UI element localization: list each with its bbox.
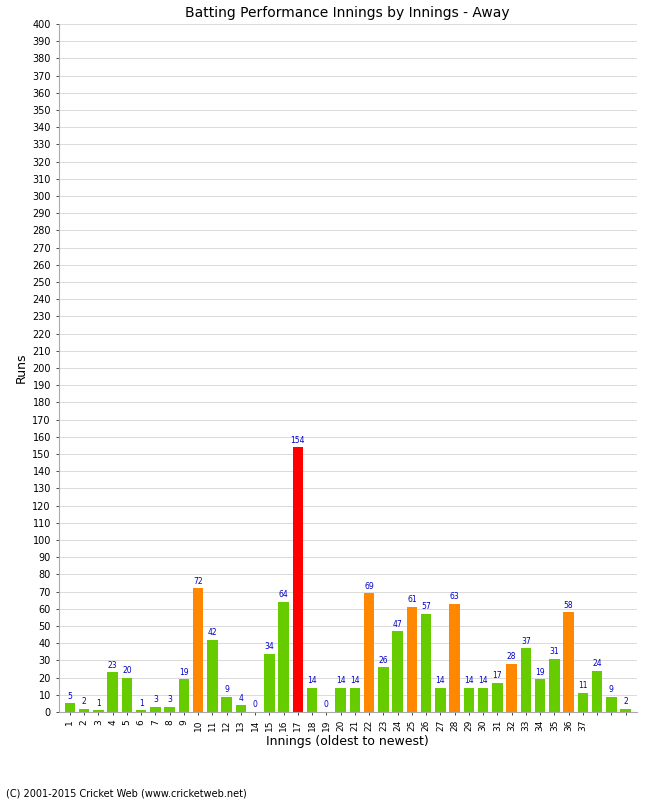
Text: 69: 69: [364, 582, 374, 590]
X-axis label: Innings (oldest to newest): Innings (oldest to newest): [266, 735, 429, 748]
Text: (C) 2001-2015 Cricket Web (www.cricketweb.net): (C) 2001-2015 Cricket Web (www.cricketwe…: [6, 788, 247, 798]
Bar: [307, 688, 317, 712]
Bar: [122, 678, 132, 712]
Text: 3: 3: [153, 695, 158, 704]
Text: 19: 19: [536, 668, 545, 677]
Bar: [164, 707, 175, 712]
Bar: [136, 710, 146, 712]
Text: 20: 20: [122, 666, 132, 675]
Bar: [521, 648, 531, 712]
Text: 14: 14: [307, 676, 317, 686]
Text: 64: 64: [279, 590, 289, 599]
Text: 14: 14: [350, 676, 359, 686]
Text: 14: 14: [478, 676, 488, 686]
Bar: [79, 709, 90, 712]
Bar: [492, 682, 502, 712]
Text: 9: 9: [609, 685, 614, 694]
Bar: [577, 693, 588, 712]
Text: 61: 61: [407, 595, 417, 605]
Text: 47: 47: [393, 619, 402, 629]
Text: 28: 28: [507, 652, 516, 662]
Text: 2: 2: [623, 697, 628, 706]
Bar: [421, 614, 432, 712]
Text: 1: 1: [138, 698, 144, 708]
Text: 17: 17: [493, 671, 502, 680]
Text: 0: 0: [324, 701, 329, 710]
Text: 34: 34: [265, 642, 274, 651]
Title: Batting Performance Innings by Innings - Away: Batting Performance Innings by Innings -…: [185, 6, 510, 20]
Text: 11: 11: [578, 682, 588, 690]
Text: 58: 58: [564, 601, 573, 610]
Text: 14: 14: [336, 676, 345, 686]
Bar: [606, 697, 617, 712]
Bar: [449, 604, 460, 712]
Bar: [193, 588, 203, 712]
Bar: [535, 679, 545, 712]
Text: 9: 9: [224, 685, 229, 694]
Bar: [393, 631, 403, 712]
Bar: [207, 640, 218, 712]
Text: 23: 23: [108, 661, 118, 670]
Bar: [620, 709, 631, 712]
Bar: [150, 707, 161, 712]
Text: 42: 42: [207, 628, 217, 637]
Text: 3: 3: [167, 695, 172, 704]
Bar: [335, 688, 346, 712]
Bar: [378, 667, 389, 712]
Bar: [292, 447, 303, 712]
Bar: [107, 673, 118, 712]
Bar: [179, 679, 189, 712]
Bar: [264, 654, 275, 712]
Text: 154: 154: [291, 435, 305, 445]
Y-axis label: Runs: Runs: [15, 353, 28, 383]
Text: 57: 57: [421, 602, 431, 611]
Text: 19: 19: [179, 668, 188, 677]
Text: 4: 4: [239, 694, 243, 702]
Text: 63: 63: [450, 592, 460, 601]
Bar: [64, 703, 75, 712]
Text: 26: 26: [378, 656, 388, 665]
Text: 0: 0: [253, 701, 257, 710]
Bar: [506, 664, 517, 712]
Bar: [235, 705, 246, 712]
Bar: [478, 688, 488, 712]
Text: 37: 37: [521, 637, 531, 646]
Text: 2: 2: [82, 697, 86, 706]
Bar: [278, 602, 289, 712]
Text: 1: 1: [96, 698, 101, 708]
Bar: [564, 612, 574, 712]
Text: 31: 31: [549, 647, 559, 656]
Text: 14: 14: [464, 676, 474, 686]
Bar: [592, 670, 603, 712]
Bar: [364, 594, 374, 712]
Bar: [463, 688, 474, 712]
Bar: [221, 697, 232, 712]
Bar: [93, 710, 104, 712]
Bar: [406, 607, 417, 712]
Bar: [350, 688, 360, 712]
Text: 5: 5: [68, 692, 72, 701]
Text: 72: 72: [193, 577, 203, 586]
Bar: [435, 688, 446, 712]
Text: 24: 24: [592, 659, 602, 668]
Bar: [549, 658, 560, 712]
Text: 14: 14: [436, 676, 445, 686]
